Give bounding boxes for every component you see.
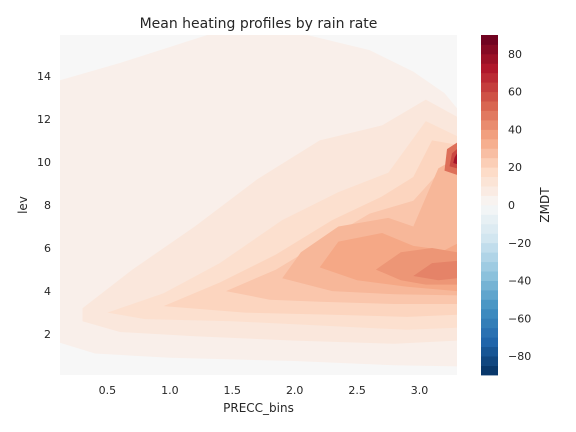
colorbar-band: [481, 318, 498, 329]
colorbar-band: [481, 82, 498, 93]
colorbar-tick-label: 20: [508, 161, 522, 174]
x-tick-label: 0.5: [99, 384, 117, 397]
colorbar-tick-label: 0: [508, 199, 515, 212]
x-tick-label: 2.5: [348, 384, 366, 397]
colorbar-ticks: 80 60 40 20 0 −20 −40 −60 −80: [508, 48, 531, 363]
y-axis-ticks: 2 4 6 8 10 12 14: [37, 70, 51, 341]
colorbar-band: [481, 63, 498, 74]
colorbar-band: [481, 337, 498, 348]
colorbar-tick-label: −60: [508, 312, 531, 325]
colorbar-band: [481, 327, 498, 338]
colorbar-band: [481, 308, 498, 319]
y-tick-label: 12: [37, 113, 51, 126]
colorbar-band: [481, 138, 498, 149]
colorbar-band: [481, 176, 498, 187]
contour-level-60: [449, 149, 457, 169]
contour-level-45: [413, 260, 457, 281]
colorbar-band: [481, 72, 498, 83]
colorbar-band: [481, 223, 498, 234]
colorbar-tick-label: 40: [508, 123, 522, 136]
colorbar-band: [481, 35, 498, 45]
colorbar-band: [481, 101, 498, 111]
colorbar-label: ZMDT: [538, 187, 552, 223]
y-tick-label: 14: [37, 70, 51, 83]
colorbar-tick-label: 80: [508, 48, 522, 61]
colorbar-band: [481, 195, 498, 206]
y-tick-label: 10: [37, 156, 51, 169]
colorbar-band: [481, 280, 498, 291]
colorbar-band: [481, 120, 498, 130]
colorbar-band: [481, 271, 498, 281]
x-tick-label: 1.0: [161, 384, 179, 397]
colorbar-band: [481, 53, 498, 64]
colorbar: [481, 35, 498, 376]
colorbar-band: [481, 252, 498, 263]
colorbar-band: [481, 186, 498, 196]
x-tick-label: 2.0: [286, 384, 304, 397]
y-tick-label: 4: [44, 285, 51, 298]
colorbar-band: [481, 44, 498, 55]
colorbar-band: [481, 157, 498, 168]
y-axis-label: lev: [16, 196, 30, 214]
colorbar-band: [481, 346, 498, 357]
y-tick-label: 6: [44, 242, 51, 255]
contour-fills: [60, 35, 457, 375]
x-tick-label: 3.0: [411, 384, 429, 397]
y-tick-label: 2: [44, 328, 51, 341]
colorbar-band: [481, 299, 498, 310]
colorbar-band: [481, 356, 498, 366]
colorbar-band: [481, 148, 498, 159]
colorbar-band: [481, 167, 498, 178]
colorbar-band: [481, 205, 498, 215]
colorbar-band: [481, 365, 498, 376]
colorbar-band: [481, 110, 498, 121]
colorbar-tick-label: 60: [508, 86, 522, 99]
x-axis-label: PRECC_bins: [223, 401, 294, 415]
colorbar-band: [481, 214, 498, 225]
colorbar-band: [481, 91, 498, 102]
colorbar-band: [481, 129, 498, 140]
y-tick-label: 8: [44, 199, 51, 212]
contour-level-75: [453, 153, 457, 165]
colorbar-band: [481, 242, 498, 253]
colorbar-tick-label: −40: [508, 275, 531, 288]
colorbar-band: [481, 233, 498, 244]
x-tick-label: 1.5: [224, 384, 242, 397]
colorbar-tick-label: −20: [508, 237, 531, 250]
x-axis-ticks: 0.5 1.0 1.5 2.0 2.5 3.0: [99, 384, 429, 397]
colorbar-band: [481, 261, 498, 272]
colorbar-band: [481, 290, 498, 300]
chart-title: Mean heating profiles by rain rate: [140, 16, 378, 32]
colorbar-tick-label: −80: [508, 350, 531, 363]
